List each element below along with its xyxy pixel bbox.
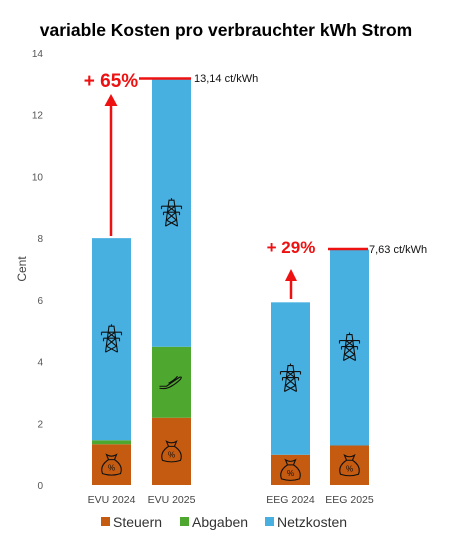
x-tick-label: EVU 2025 (148, 494, 196, 506)
eeg-change-label: + 29% (267, 238, 316, 257)
y-tick-label: 8 (37, 234, 43, 245)
y-tick-label: 14 (32, 49, 44, 60)
bag-shape (161, 440, 182, 463)
bars (92, 79, 369, 485)
x-tick-label: EEG 2025 (325, 494, 374, 506)
y-tick-label: 12 (32, 111, 44, 122)
percent-sign: % (346, 464, 353, 473)
bar-abgaben-evu-2024 (92, 440, 131, 445)
legend-swatch-steuern (101, 517, 110, 526)
percent-sign: % (287, 469, 294, 478)
power-pylon-icon (338, 332, 361, 362)
eeg-total-label: 7,63 ct/kWh (369, 244, 427, 256)
money-bag-icon: % (339, 453, 360, 477)
legend-swatch-netzkosten (265, 517, 274, 526)
bar-icons: %%%% (100, 198, 361, 481)
bar-netzkosten-evu-2024 (92, 238, 131, 441)
hand-shape (159, 375, 182, 390)
pylon-shape (338, 332, 361, 362)
y-tick-label: 2 (37, 419, 43, 430)
y-axis: 0 2 4 6 8 10 12 14 (32, 49, 44, 492)
bar-steuern-eeg-2025 (330, 445, 369, 485)
percent-sign: % (168, 450, 175, 459)
evu-total-label: 13,14 ct/kWh (194, 73, 258, 85)
bar-steuern-evu-2024 (92, 444, 131, 485)
power-pylon-icon (100, 324, 123, 353)
bar-netzkosten-eeg-2025 (330, 249, 369, 446)
bag-shape (280, 458, 301, 481)
percent-sign: % (108, 464, 115, 473)
bag-shape (101, 453, 122, 476)
legend-label-abgaben: Abgaben (192, 514, 248, 530)
eeg-increase-arrowhead (285, 269, 297, 281)
bag-shape (339, 453, 360, 477)
hand-icon (159, 375, 182, 390)
annotations: + 65% 13,14 ct/kWh + 29% 7,63 ct/kWh (84, 71, 427, 299)
evu-change-label: + 65% (84, 71, 139, 92)
evu-increase-arrowhead (104, 94, 118, 106)
y-tick-label: 10 (32, 172, 44, 183)
bar-steuern-evu-2025 (152, 417, 191, 485)
power-pylon-icon (279, 363, 302, 393)
money-bag-icon: % (101, 453, 122, 476)
y-tick-label: 4 (37, 358, 43, 369)
pylon-shape (100, 324, 123, 353)
money-bag-icon: % (161, 440, 182, 463)
power-pylon-icon (160, 198, 183, 227)
bar-netzkosten-eeg-2024 (271, 302, 310, 455)
pylon-shape (279, 363, 302, 393)
legend-swatch-abgaben (180, 517, 189, 526)
pylon-shape (160, 198, 183, 227)
chart-title: variable Kosten pro verbrauchter kWh Str… (40, 20, 412, 40)
y-axis-label: Cent (15, 256, 29, 282)
legend-label-steuern: Steuern (113, 514, 162, 530)
x-tick-label: EEG 2024 (266, 494, 315, 506)
money-bag-icon: % (280, 458, 301, 481)
legend-label-netzkosten: Netzkosten (277, 514, 347, 530)
x-tick-labels: EVU 2024 EVU 2025 EEG 2024 EEG 2025 (88, 494, 374, 506)
legend: Steuern Abgaben Netzkosten (101, 514, 347, 530)
bar-netzkosten-evu-2025 (152, 79, 191, 347)
x-tick-label: EVU 2024 (88, 494, 136, 506)
y-tick-label: 6 (37, 296, 43, 307)
y-tick-label: 0 (37, 481, 43, 492)
